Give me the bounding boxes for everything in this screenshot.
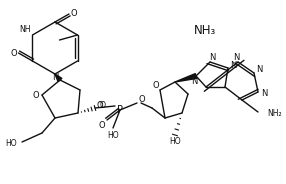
Text: P: P bbox=[117, 105, 123, 115]
Text: O: O bbox=[33, 91, 39, 100]
Text: NH₃: NH₃ bbox=[194, 24, 216, 36]
Text: N: N bbox=[261, 89, 267, 98]
Text: NH₂: NH₂ bbox=[267, 109, 282, 118]
Polygon shape bbox=[175, 74, 197, 82]
Text: HO: HO bbox=[107, 130, 119, 139]
Text: O: O bbox=[10, 49, 17, 57]
Text: O: O bbox=[99, 121, 105, 130]
Text: N: N bbox=[230, 61, 236, 70]
Text: O: O bbox=[71, 10, 77, 19]
Text: N: N bbox=[209, 52, 215, 61]
Text: N: N bbox=[52, 73, 58, 82]
Text: NH: NH bbox=[19, 26, 31, 35]
Text: N: N bbox=[191, 77, 197, 86]
Text: HO: HO bbox=[169, 137, 181, 146]
Polygon shape bbox=[55, 74, 62, 82]
Text: O: O bbox=[153, 81, 159, 89]
Text: 'O: 'O bbox=[98, 100, 106, 109]
Text: O: O bbox=[139, 95, 145, 105]
Text: N: N bbox=[233, 52, 239, 61]
Text: N: N bbox=[256, 66, 262, 75]
Text: O: O bbox=[97, 102, 103, 111]
Text: HO: HO bbox=[5, 139, 17, 148]
